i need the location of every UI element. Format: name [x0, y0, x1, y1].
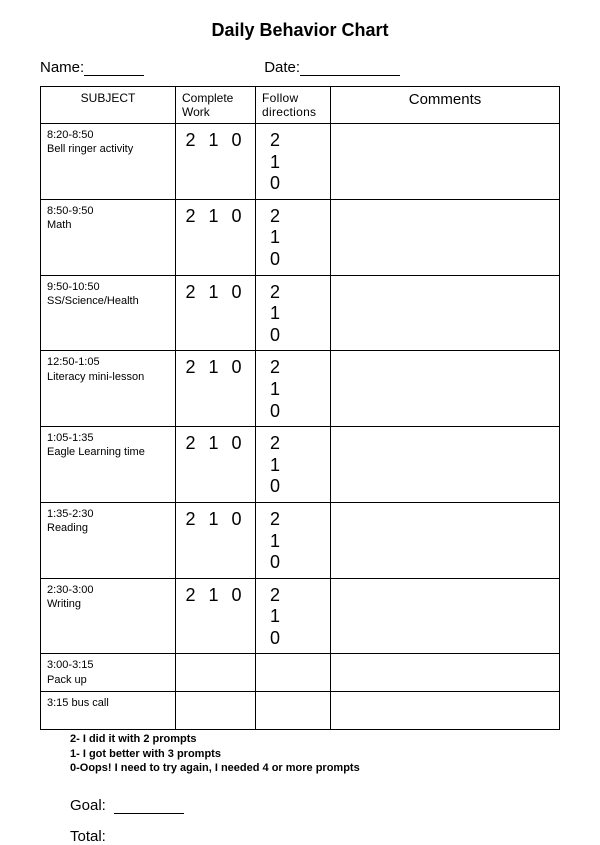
- table-row: 9:50-10:50SS/Science/Health2 1 02 1 0: [41, 275, 560, 351]
- comments-cell[interactable]: [331, 199, 560, 275]
- complete-work-cell[interactable]: [176, 654, 256, 692]
- subject-cell: 12:50-1:05Literacy mini-lesson: [41, 351, 176, 427]
- follow-directions-cell[interactable]: 2 1 0: [256, 199, 331, 275]
- subject-cell: 8:50-9:50Math: [41, 199, 176, 275]
- comments-cell[interactable]: [331, 275, 560, 351]
- subject-cell: 1:35-2:30Reading: [41, 502, 176, 578]
- complete-work-cell[interactable]: 2 1 0: [176, 427, 256, 503]
- follow-directions-cell[interactable]: 2 1 0: [256, 502, 331, 578]
- legend-2: 2- I did it with 2 prompts: [70, 732, 560, 746]
- comments-cell[interactable]: [331, 654, 560, 692]
- complete-work-cell[interactable]: 2 1 0: [176, 578, 256, 654]
- col-comments: Comments: [331, 87, 560, 124]
- follow-directions-cell[interactable]: 2 1 0: [256, 275, 331, 351]
- follow-directions-cell[interactable]: 2 1 0: [256, 124, 331, 200]
- table-row: 1:35-2:30Reading2 1 02 1 0: [41, 502, 560, 578]
- name-label: Name:: [40, 59, 84, 76]
- follow-directions-cell[interactable]: [256, 692, 331, 730]
- comments-cell[interactable]: [331, 427, 560, 503]
- comments-cell[interactable]: [331, 124, 560, 200]
- col-complete-work: Complete Work: [176, 87, 256, 124]
- complete-work-cell[interactable]: 2 1 0: [176, 275, 256, 351]
- goal-field[interactable]: [114, 800, 184, 814]
- comments-cell[interactable]: [331, 502, 560, 578]
- table-row: 1:05-1:35Eagle Learning time2 1 02 1 0: [41, 427, 560, 503]
- subject-cell: 3:15 bus call: [41, 692, 176, 730]
- complete-work-cell[interactable]: 2 1 0: [176, 124, 256, 200]
- follow-directions-cell[interactable]: [256, 654, 331, 692]
- col-follow-directions: Follow directions: [256, 87, 331, 124]
- subject-cell: 3:00-3:15Pack up: [41, 654, 176, 692]
- col-subject: SUBJECT: [41, 87, 176, 124]
- page-title: Daily Behavior Chart: [40, 20, 560, 41]
- name-field[interactable]: [84, 60, 144, 76]
- subject-cell: 8:20-8:50Bell ringer activity: [41, 124, 176, 200]
- comments-cell[interactable]: [331, 578, 560, 654]
- follow-directions-cell[interactable]: 2 1 0: [256, 578, 331, 654]
- table-row: 3:00-3:15Pack up: [41, 654, 560, 692]
- table-row: 2:30-3:00Writing2 1 02 1 0: [41, 578, 560, 654]
- subject-cell: 1:05-1:35Eagle Learning time: [41, 427, 176, 503]
- table-row: 8:20-8:50Bell ringer activity2 1 02 1 0: [41, 124, 560, 200]
- total-label: Total:: [70, 828, 106, 845]
- table-row: 3:15 bus call: [41, 692, 560, 730]
- header-line: Name: Date:: [40, 59, 560, 76]
- total-line: Total:: [70, 828, 560, 845]
- comments-cell[interactable]: [331, 351, 560, 427]
- complete-work-cell[interactable]: 2 1 0: [176, 502, 256, 578]
- follow-directions-cell[interactable]: 2 1 0: [256, 351, 331, 427]
- date-field[interactable]: [300, 60, 400, 76]
- complete-work-cell[interactable]: [176, 692, 256, 730]
- legend: 2- I did it with 2 prompts 1- I got bett…: [70, 732, 560, 775]
- goal-label: Goal:: [70, 797, 106, 814]
- follow-directions-cell[interactable]: 2 1 0: [256, 427, 331, 503]
- subject-cell: 2:30-3:00Writing: [41, 578, 176, 654]
- table-row: 12:50-1:05Literacy mini-lesson2 1 02 1 0: [41, 351, 560, 427]
- legend-1: 1- I got better with 3 prompts: [70, 747, 560, 761]
- behavior-table: SUBJECT Complete Work Follow directions …: [40, 86, 560, 730]
- goal-line: Goal:: [70, 797, 560, 814]
- subject-cell: 9:50-10:50SS/Science/Health: [41, 275, 176, 351]
- complete-work-cell[interactable]: 2 1 0: [176, 199, 256, 275]
- comments-cell[interactable]: [331, 692, 560, 730]
- table-row: 8:50-9:50Math2 1 02 1 0: [41, 199, 560, 275]
- date-label: Date:: [264, 59, 300, 76]
- complete-work-cell[interactable]: 2 1 0: [176, 351, 256, 427]
- legend-0: 0-Oops! I need to try again, I needed 4 …: [70, 761, 560, 775]
